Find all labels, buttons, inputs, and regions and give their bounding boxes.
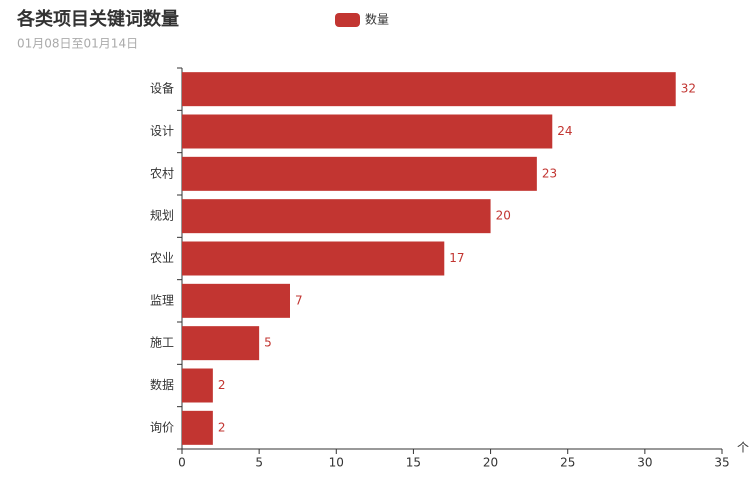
y-tick-label: 设计 xyxy=(150,124,174,138)
bar xyxy=(182,326,260,361)
x-tick-label: 5 xyxy=(255,456,263,470)
x-tick-label: 35 xyxy=(714,456,729,470)
y-tick-label: 监理 xyxy=(150,293,174,307)
bar xyxy=(182,283,290,318)
chart-title: 各类项目关键词数量 xyxy=(16,8,179,30)
value-label: 23 xyxy=(542,166,557,180)
y-tick-label: 农村 xyxy=(150,166,174,180)
value-label: 2 xyxy=(218,378,226,392)
legend-swatch xyxy=(335,13,360,27)
bar xyxy=(182,410,213,445)
value-label: 7 xyxy=(295,293,303,307)
x-tick-label: 0 xyxy=(178,456,186,470)
bar xyxy=(182,368,213,403)
y-tick-label: 设备 xyxy=(150,82,174,96)
y-tick-label: 规划 xyxy=(150,208,174,223)
x-axis-label: 个 xyxy=(737,441,749,455)
x-tick-label: 10 xyxy=(329,456,344,470)
bar xyxy=(182,72,676,107)
y-tick-label: 数据 xyxy=(150,377,174,392)
bar xyxy=(182,241,445,276)
y-tick-label: 施工 xyxy=(150,336,174,350)
chart-subtitle: 01月08日至01月14日 xyxy=(17,37,138,51)
bar xyxy=(182,156,537,191)
x-tick-label: 25 xyxy=(560,456,575,470)
x-tick-label: 15 xyxy=(406,456,421,470)
value-label: 20 xyxy=(496,209,511,223)
value-label: 17 xyxy=(449,251,464,265)
value-label: 5 xyxy=(264,336,272,350)
y-tick-label: 农业 xyxy=(150,251,174,265)
bar xyxy=(182,199,491,234)
x-tick-label: 20 xyxy=(483,456,498,470)
y-tick-label: 询价 xyxy=(150,420,174,434)
value-label: 24 xyxy=(557,124,572,138)
x-tick-label: 30 xyxy=(637,456,652,470)
legend-label: 数量 xyxy=(365,12,389,27)
bar xyxy=(182,114,553,149)
value-label: 32 xyxy=(681,82,696,96)
value-label: 2 xyxy=(218,420,226,434)
